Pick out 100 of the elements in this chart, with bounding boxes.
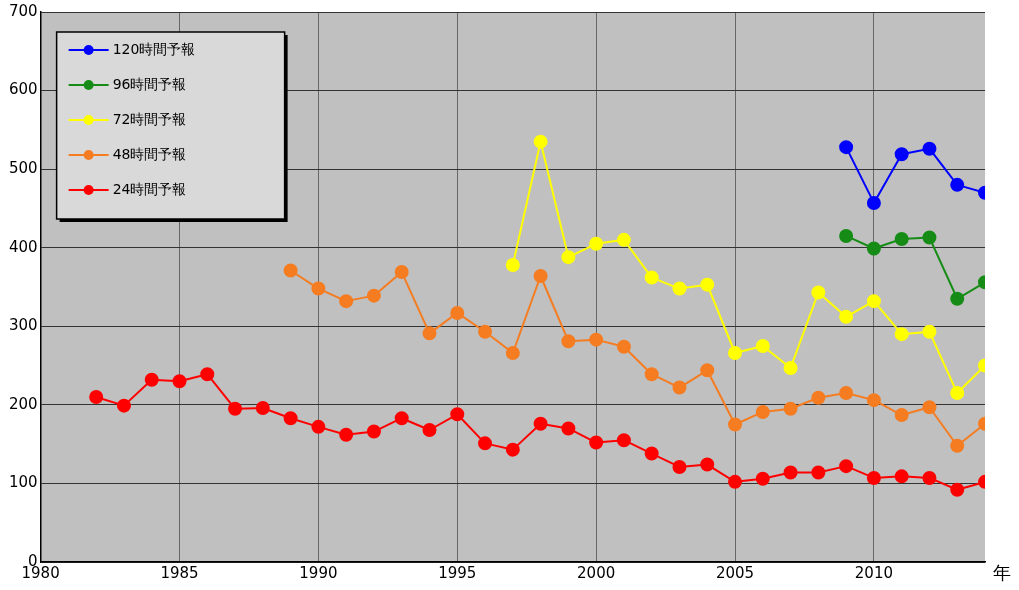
point [311, 281, 326, 296]
y-tick-label: 700 [8, 1, 38, 20]
point [339, 427, 354, 442]
point [866, 393, 881, 408]
x-tick-label: 2010 [854, 563, 893, 582]
point [339, 294, 354, 309]
point [672, 281, 687, 296]
point [922, 400, 937, 415]
y-tick-label: 200 [8, 394, 38, 413]
point [533, 134, 548, 149]
point [394, 411, 409, 426]
point [616, 232, 631, 247]
y-tick-label: 100 [8, 473, 38, 492]
point [283, 263, 298, 278]
point [589, 236, 604, 251]
point [561, 250, 576, 265]
point [644, 270, 659, 285]
point [478, 436, 493, 451]
point [728, 474, 743, 489]
point [950, 177, 965, 192]
point [616, 339, 631, 354]
point [755, 338, 770, 353]
point [950, 438, 965, 453]
point [894, 232, 909, 247]
x-tick-label: 2005 [715, 563, 755, 582]
legend-label: 96時間予報 [112, 75, 187, 92]
legend-label: 72時間予報 [112, 110, 187, 127]
x-tick-label: 1985 [160, 563, 199, 582]
point [533, 269, 548, 283]
point [922, 470, 937, 485]
y-tick-label: 400 [8, 237, 38, 256]
point [755, 471, 770, 486]
point [894, 147, 909, 162]
point [922, 324, 937, 339]
point [866, 294, 881, 309]
point [839, 140, 854, 155]
legend-label: 24時間予報 [112, 180, 187, 197]
point [894, 469, 909, 484]
point [116, 398, 131, 413]
point [450, 407, 465, 422]
point [89, 390, 104, 404]
point [533, 416, 548, 431]
x-tick-label: 1995 [438, 563, 477, 582]
point [561, 421, 576, 436]
point [422, 326, 437, 341]
point [866, 241, 881, 256]
point [700, 363, 715, 378]
point [839, 386, 854, 401]
point [200, 367, 215, 382]
point [700, 277, 715, 292]
point [616, 433, 631, 448]
point [811, 390, 826, 405]
y-tick-label: 300 [8, 316, 38, 335]
x-tick-label: 2000 [577, 563, 616, 582]
point [950, 291, 965, 306]
point [839, 309, 854, 324]
point [561, 334, 576, 349]
point [672, 380, 687, 395]
point [728, 346, 743, 360]
point [950, 482, 965, 497]
point [505, 346, 520, 360]
point [144, 372, 159, 387]
point [366, 424, 381, 439]
point [894, 327, 909, 342]
point [255, 401, 270, 415]
x-tick-label: 1990 [299, 563, 338, 582]
point [866, 195, 881, 210]
point [922, 230, 937, 245]
point [950, 386, 965, 401]
y-tick-label: 500 [8, 159, 38, 178]
point [478, 324, 493, 339]
point [866, 470, 881, 485]
point [589, 332, 604, 347]
point [311, 419, 326, 434]
point [283, 411, 298, 426]
point [366, 288, 381, 303]
point [839, 459, 854, 474]
point [672, 459, 687, 474]
point [922, 141, 937, 156]
point [783, 401, 798, 416]
point [394, 265, 409, 280]
point [644, 446, 659, 461]
x-axis-title: 年 [993, 561, 1011, 583]
point [228, 401, 243, 416]
point [811, 285, 826, 300]
point [811, 465, 826, 480]
point [589, 435, 604, 450]
point [644, 367, 659, 382]
point [839, 228, 854, 243]
point [700, 457, 715, 472]
point [783, 360, 798, 375]
point [422, 423, 437, 437]
point [728, 417, 743, 432]
legend-label: 120時間予報 [112, 40, 196, 57]
point [450, 305, 465, 320]
point [783, 465, 798, 480]
point [172, 374, 187, 389]
point [894, 408, 909, 423]
point [505, 258, 520, 272]
point [505, 442, 520, 457]
